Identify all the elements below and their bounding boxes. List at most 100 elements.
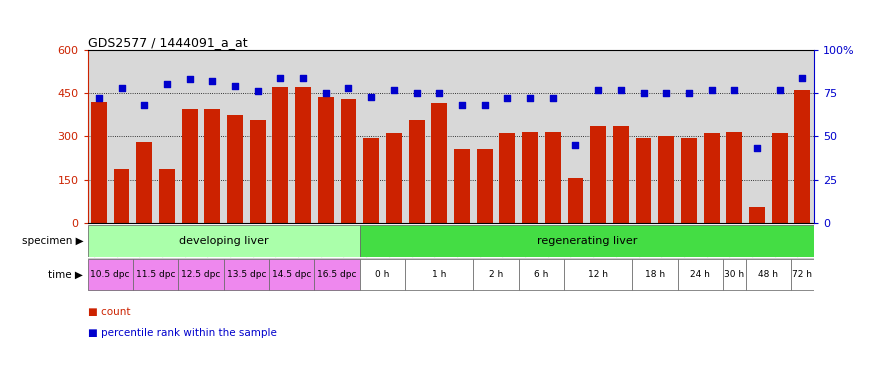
Bar (749, 207, 765, 223)
Point (636, 90, 650, 96)
Text: 18 h: 18 h (645, 270, 665, 279)
Bar (133, 259, 178, 290)
Bar (360, 225, 814, 257)
Point (115, 85, 129, 91)
Point (773, 87, 787, 93)
Bar (88, 259, 133, 290)
Text: ■ percentile rank within the sample: ■ percentile rank within the sample (88, 328, 276, 338)
Bar (568, 178, 584, 223)
Bar (772, 134, 788, 223)
Bar (658, 136, 674, 223)
Bar (794, 90, 810, 223)
Bar (249, 121, 266, 223)
Bar (591, 126, 606, 223)
Text: 12.5 dpc: 12.5 dpc (181, 270, 220, 279)
Bar (500, 134, 515, 223)
Point (137, 102, 151, 108)
Point (318, 90, 332, 96)
Bar (340, 99, 356, 223)
Point (228, 83, 242, 89)
Text: 16.5 dpc: 16.5 dpc (318, 270, 357, 279)
Point (92, 95, 106, 101)
Point (183, 76, 197, 83)
Bar (726, 132, 742, 223)
Bar (704, 134, 719, 223)
Bar (635, 138, 652, 223)
Bar (612, 126, 629, 223)
Bar (270, 259, 314, 290)
Bar (318, 98, 333, 223)
Text: 11.5 dpc: 11.5 dpc (136, 270, 175, 279)
Text: GDS2577 / 1444091_a_at: GDS2577 / 1444091_a_at (88, 36, 247, 49)
Point (569, 142, 583, 148)
Point (410, 90, 423, 96)
Text: 13.5 dpc: 13.5 dpc (227, 270, 266, 279)
Text: regenerating liver: regenerating liver (536, 236, 637, 246)
Point (478, 102, 492, 108)
Point (659, 90, 673, 96)
Bar (431, 103, 447, 223)
Text: 10.5 dpc: 10.5 dpc (90, 270, 130, 279)
Point (160, 81, 174, 88)
Bar (272, 88, 289, 223)
Text: ■ count: ■ count (88, 307, 130, 317)
Bar (386, 134, 402, 223)
Bar (519, 259, 564, 290)
Bar (182, 109, 198, 223)
Bar (159, 169, 175, 223)
Bar (405, 259, 473, 290)
Text: 24 h: 24 h (690, 270, 710, 279)
Bar (360, 259, 405, 290)
Text: 30 h: 30 h (724, 270, 745, 279)
Bar (473, 259, 519, 290)
Text: time ▶: time ▶ (48, 269, 83, 280)
Point (432, 90, 446, 96)
Bar (791, 259, 814, 290)
Bar (114, 169, 130, 223)
Point (455, 102, 469, 108)
Bar (632, 259, 677, 290)
Point (592, 87, 605, 93)
Point (206, 78, 220, 84)
Text: 12 h: 12 h (588, 270, 608, 279)
Text: 14.5 dpc: 14.5 dpc (272, 270, 312, 279)
Text: 2 h: 2 h (489, 270, 503, 279)
Point (500, 95, 514, 101)
Bar (746, 259, 791, 290)
Bar (677, 259, 723, 290)
Point (251, 88, 265, 94)
Point (364, 94, 378, 100)
Bar (91, 102, 107, 223)
Point (727, 87, 741, 93)
Bar (178, 259, 224, 290)
Text: 1 h: 1 h (432, 270, 446, 279)
Text: 0 h: 0 h (375, 270, 389, 279)
Point (750, 146, 764, 152)
Point (682, 90, 696, 96)
Point (704, 87, 718, 93)
Point (795, 74, 809, 81)
Bar (314, 259, 360, 290)
Text: specimen ▶: specimen ▶ (22, 236, 83, 246)
Bar (205, 109, 220, 223)
Point (341, 85, 355, 91)
Bar (545, 132, 561, 223)
Bar (295, 88, 311, 223)
Bar (228, 115, 243, 223)
Point (546, 95, 560, 101)
Text: 6 h: 6 h (535, 270, 549, 279)
Point (273, 74, 287, 81)
Text: 48 h: 48 h (759, 270, 779, 279)
Bar (477, 149, 493, 223)
Bar (363, 138, 379, 223)
Bar (409, 121, 424, 223)
Bar (454, 149, 470, 223)
Text: developing liver: developing liver (178, 236, 269, 246)
Bar (723, 259, 746, 290)
Bar (564, 259, 632, 290)
Point (296, 74, 310, 81)
Text: 72 h: 72 h (793, 270, 812, 279)
Point (387, 87, 401, 93)
Bar (522, 132, 538, 223)
Bar (681, 138, 696, 223)
